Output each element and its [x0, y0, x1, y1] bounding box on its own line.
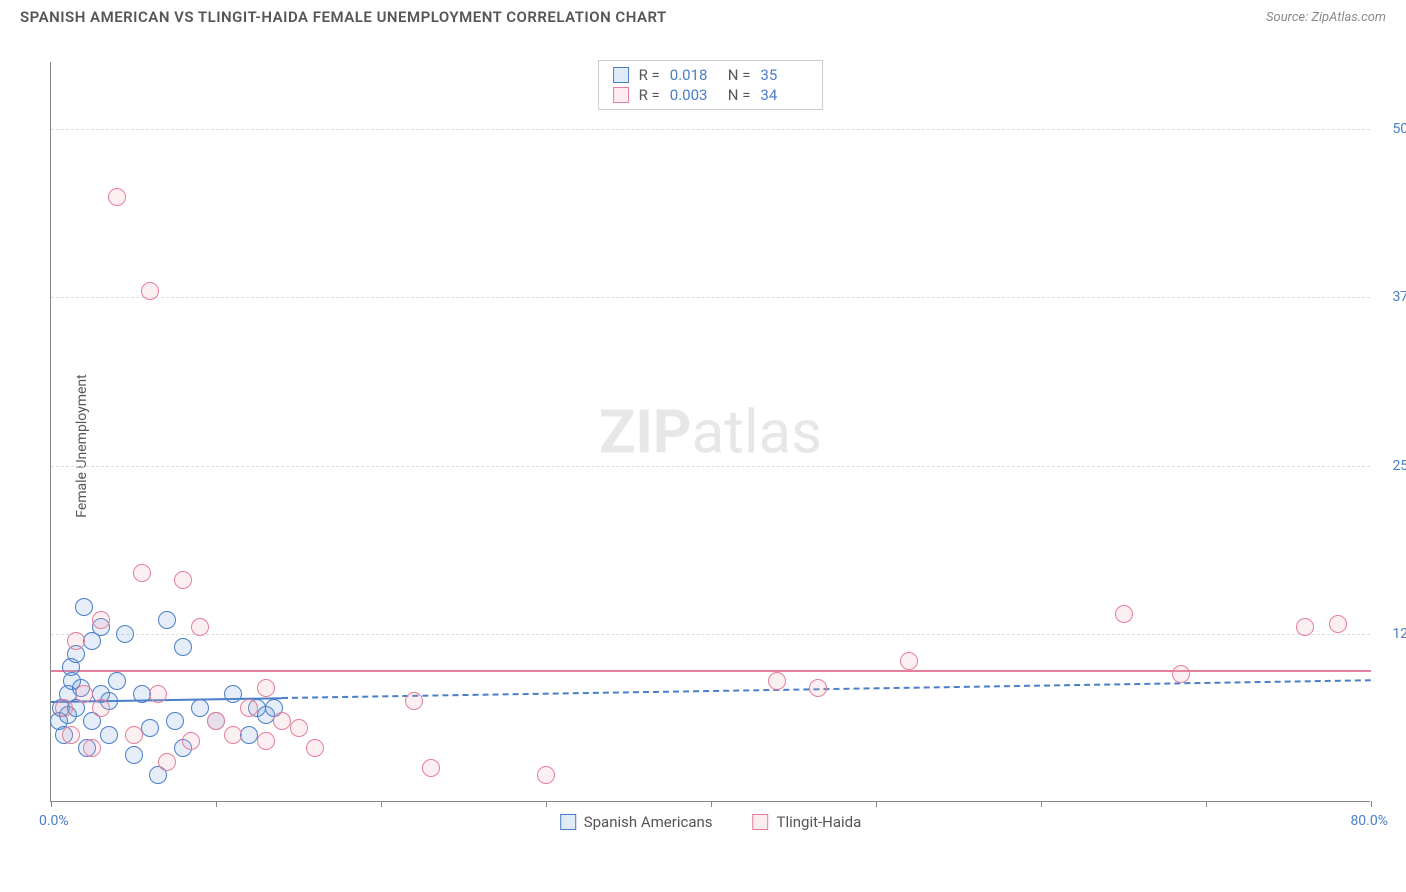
scatter-point [224, 685, 242, 703]
legend-item: Spanish Americans [560, 813, 713, 831]
scatter-point [125, 746, 143, 764]
r-label: R = [639, 86, 660, 104]
legend-item: Tlingit-Haida [753, 813, 862, 831]
scatter-point [62, 726, 80, 744]
gridline [51, 634, 1370, 635]
swatch-icon [613, 87, 629, 103]
scatter-point [537, 766, 555, 784]
scatter-point [67, 632, 85, 650]
scatter-point [224, 726, 242, 744]
stats-legend-box: R = 0.018 N = 35 R = 0.003 N = 34 [598, 60, 824, 110]
gridline [51, 129, 1370, 130]
scatter-point [191, 618, 209, 636]
scatter-point [1296, 618, 1314, 636]
scatter-point [100, 726, 118, 744]
x-tick-mark [381, 801, 382, 807]
scatter-point [174, 571, 192, 589]
legend-label: Tlingit-Haida [777, 813, 862, 831]
r-value: 0.018 [670, 66, 718, 84]
gridline [51, 466, 1370, 467]
x-tick-mark [711, 801, 712, 807]
x-tick-mark [1041, 801, 1042, 807]
scatter-point [75, 598, 93, 616]
n-label: N = [728, 66, 751, 84]
n-value: 34 [760, 86, 808, 104]
scatter-point [108, 672, 126, 690]
swatch-icon [613, 67, 629, 83]
scatter-point [133, 564, 151, 582]
scatter-point [306, 739, 324, 757]
r-label: R = [639, 66, 660, 84]
x-axis-min-label: 0.0% [39, 813, 69, 829]
n-label: N = [728, 86, 751, 104]
chart-title: SPANISH AMERICAN VS TLINGIT-HAIDA FEMALE… [20, 8, 667, 26]
scatter-point [55, 699, 73, 717]
scatter-point [1172, 665, 1190, 683]
scatter-point [207, 712, 225, 730]
scatter-point [422, 759, 440, 777]
legend-label: Spanish Americans [584, 813, 713, 831]
x-tick-mark [876, 801, 877, 807]
stats-row: R = 0.018 N = 35 [613, 65, 809, 85]
scatter-point [149, 685, 167, 703]
scatter-point [141, 719, 159, 737]
r-value: 0.003 [670, 86, 718, 104]
scatter-point [900, 652, 918, 670]
scatter-point [273, 712, 291, 730]
scatter-point [141, 282, 159, 300]
x-axis-max-label: 80.0% [1350, 813, 1388, 829]
scatter-point [768, 672, 786, 690]
n-value: 35 [760, 66, 808, 84]
y-tick-label: 50.0% [1392, 121, 1406, 137]
scatter-point [809, 679, 827, 697]
scatter-point [92, 611, 110, 629]
gridline [51, 297, 1370, 298]
x-tick-mark [1206, 801, 1207, 807]
source-label: Source: ZipAtlas.com [1266, 10, 1386, 25]
x-tick-mark [51, 801, 52, 807]
scatter-point [405, 692, 423, 710]
watermark-light: atlas [692, 396, 822, 467]
scatter-point [257, 679, 275, 697]
scatter-point [166, 712, 184, 730]
y-tick-label: 12.5% [1392, 626, 1406, 642]
x-tick-mark [1371, 801, 1372, 807]
scatter-point [240, 726, 258, 744]
stats-row: R = 0.003 N = 34 [613, 85, 809, 105]
scatter-point [158, 753, 176, 771]
y-tick-label: 25.0% [1392, 458, 1406, 474]
scatter-point [174, 638, 192, 656]
scatter-point [83, 739, 101, 757]
scatter-point [133, 685, 151, 703]
scatter-point [158, 611, 176, 629]
scatter-point [75, 685, 93, 703]
scatter-point [92, 699, 110, 717]
x-tick-mark [546, 801, 547, 807]
scatter-point [240, 699, 258, 717]
scatter-point [182, 732, 200, 750]
chart-plot-area: ZIPatlas R =0.018N =35R =0.003N =34 0.0%… [50, 62, 1370, 802]
scatter-point [257, 732, 275, 750]
swatch-icon [753, 814, 769, 830]
watermark-bold: ZIP [599, 396, 692, 467]
scatter-point [1329, 615, 1347, 633]
series-legend: Spanish Americans Tlingit-Haida [560, 813, 862, 831]
scatter-point [108, 188, 126, 206]
y-tick-label: 37.5% [1392, 289, 1406, 305]
swatch-icon [560, 814, 576, 830]
scatter-point [125, 726, 143, 744]
scatter-point [1115, 605, 1133, 623]
scatter-point [290, 719, 308, 737]
x-tick-mark [216, 801, 217, 807]
scatter-point [116, 625, 134, 643]
watermark: ZIPatlas [599, 396, 822, 467]
scatter-point [191, 699, 209, 717]
